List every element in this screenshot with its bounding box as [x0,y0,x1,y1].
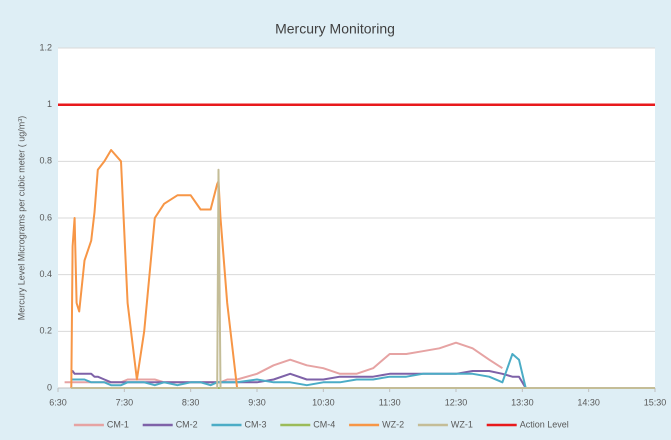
legend-label: WZ-1 [451,419,473,429]
x-tick-label: 8:30 [182,397,200,407]
legend-label: CM-4 [313,419,335,429]
series-line [71,353,527,389]
legend-label: CM-2 [176,419,198,429]
x-tick-label: 11:30 [379,397,401,407]
x-tick-label: 15:30 [644,397,667,407]
x-tick-label: 12:30 [445,397,468,407]
y-tick-label: 1.2 [39,42,52,52]
y-tick-label: 0.8 [39,156,52,166]
y-tick-label: 0 [47,382,52,392]
x-tick-label: 10:30 [312,397,335,407]
legend-label: WZ-2 [382,419,404,429]
y-axis-label: Mercury Level Micrograms per cubic meter… [16,116,26,321]
y-tick-label: 1 [47,99,52,109]
y-tick-label: 0.4 [39,269,52,279]
series-line [71,168,655,389]
y-tick-label: 0.6 [39,212,52,222]
legend-label: Action Level [520,419,569,429]
x-tick-label: 14:30 [577,397,600,407]
legend-label: CM-3 [245,419,267,429]
x-tick-label: 6:30 [49,397,67,407]
x-tick-label: 7:30 [116,397,134,407]
x-tick-label: 13:30 [511,397,534,407]
legend-label: CM-1 [107,419,129,429]
chart-title: Mercury Monitoring [275,21,395,37]
y-tick-label: 0.2 [39,326,52,336]
x-tick-label: 9:30 [248,397,266,407]
